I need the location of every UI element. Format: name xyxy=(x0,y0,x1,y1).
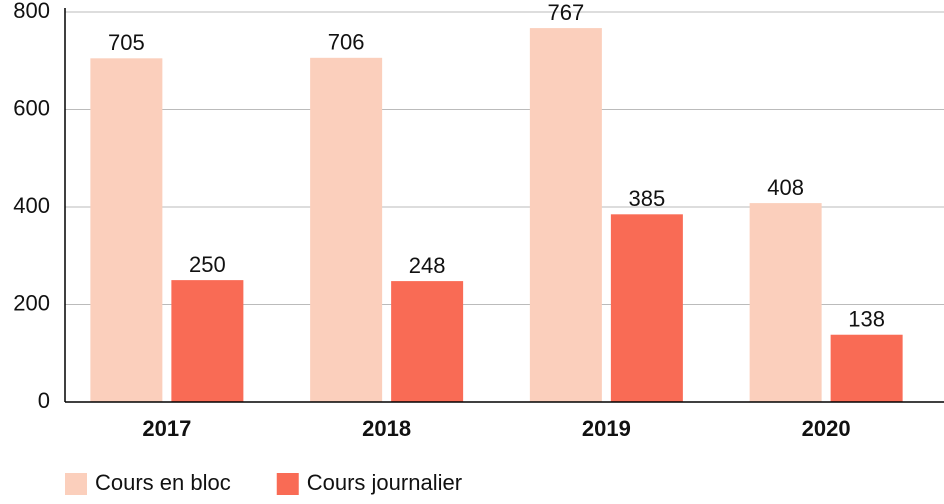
bar xyxy=(749,203,822,402)
data-label: 408 xyxy=(767,175,804,200)
bar xyxy=(391,281,464,402)
data-label: 705 xyxy=(108,30,145,55)
data-label: 385 xyxy=(629,186,666,211)
x-tick-label: 2017 xyxy=(142,416,191,441)
bar xyxy=(310,57,383,402)
x-tick-label: 2019 xyxy=(582,416,631,441)
bar xyxy=(610,214,683,402)
legend-swatch xyxy=(65,473,87,495)
data-label: 706 xyxy=(328,30,365,55)
legend-label: Cours journalier xyxy=(307,470,462,495)
x-tick-label: 2018 xyxy=(362,416,411,441)
bar xyxy=(171,280,244,402)
data-label: 767 xyxy=(548,0,585,25)
data-label: 248 xyxy=(409,253,446,278)
legend-swatch xyxy=(276,473,299,495)
bar xyxy=(529,28,602,403)
y-tick-label: 200 xyxy=(13,290,50,315)
y-tick-label: 600 xyxy=(13,95,50,120)
y-tick-label: 0 xyxy=(38,388,50,413)
data-label: 138 xyxy=(848,307,885,332)
bar xyxy=(90,58,163,402)
x-tick-label: 2020 xyxy=(802,416,851,441)
y-tick-label: 800 xyxy=(13,0,50,23)
bar xyxy=(830,334,903,402)
data-label: 250 xyxy=(189,252,226,277)
y-tick-label: 400 xyxy=(13,193,50,218)
legend-label: Cours en bloc xyxy=(95,470,231,495)
